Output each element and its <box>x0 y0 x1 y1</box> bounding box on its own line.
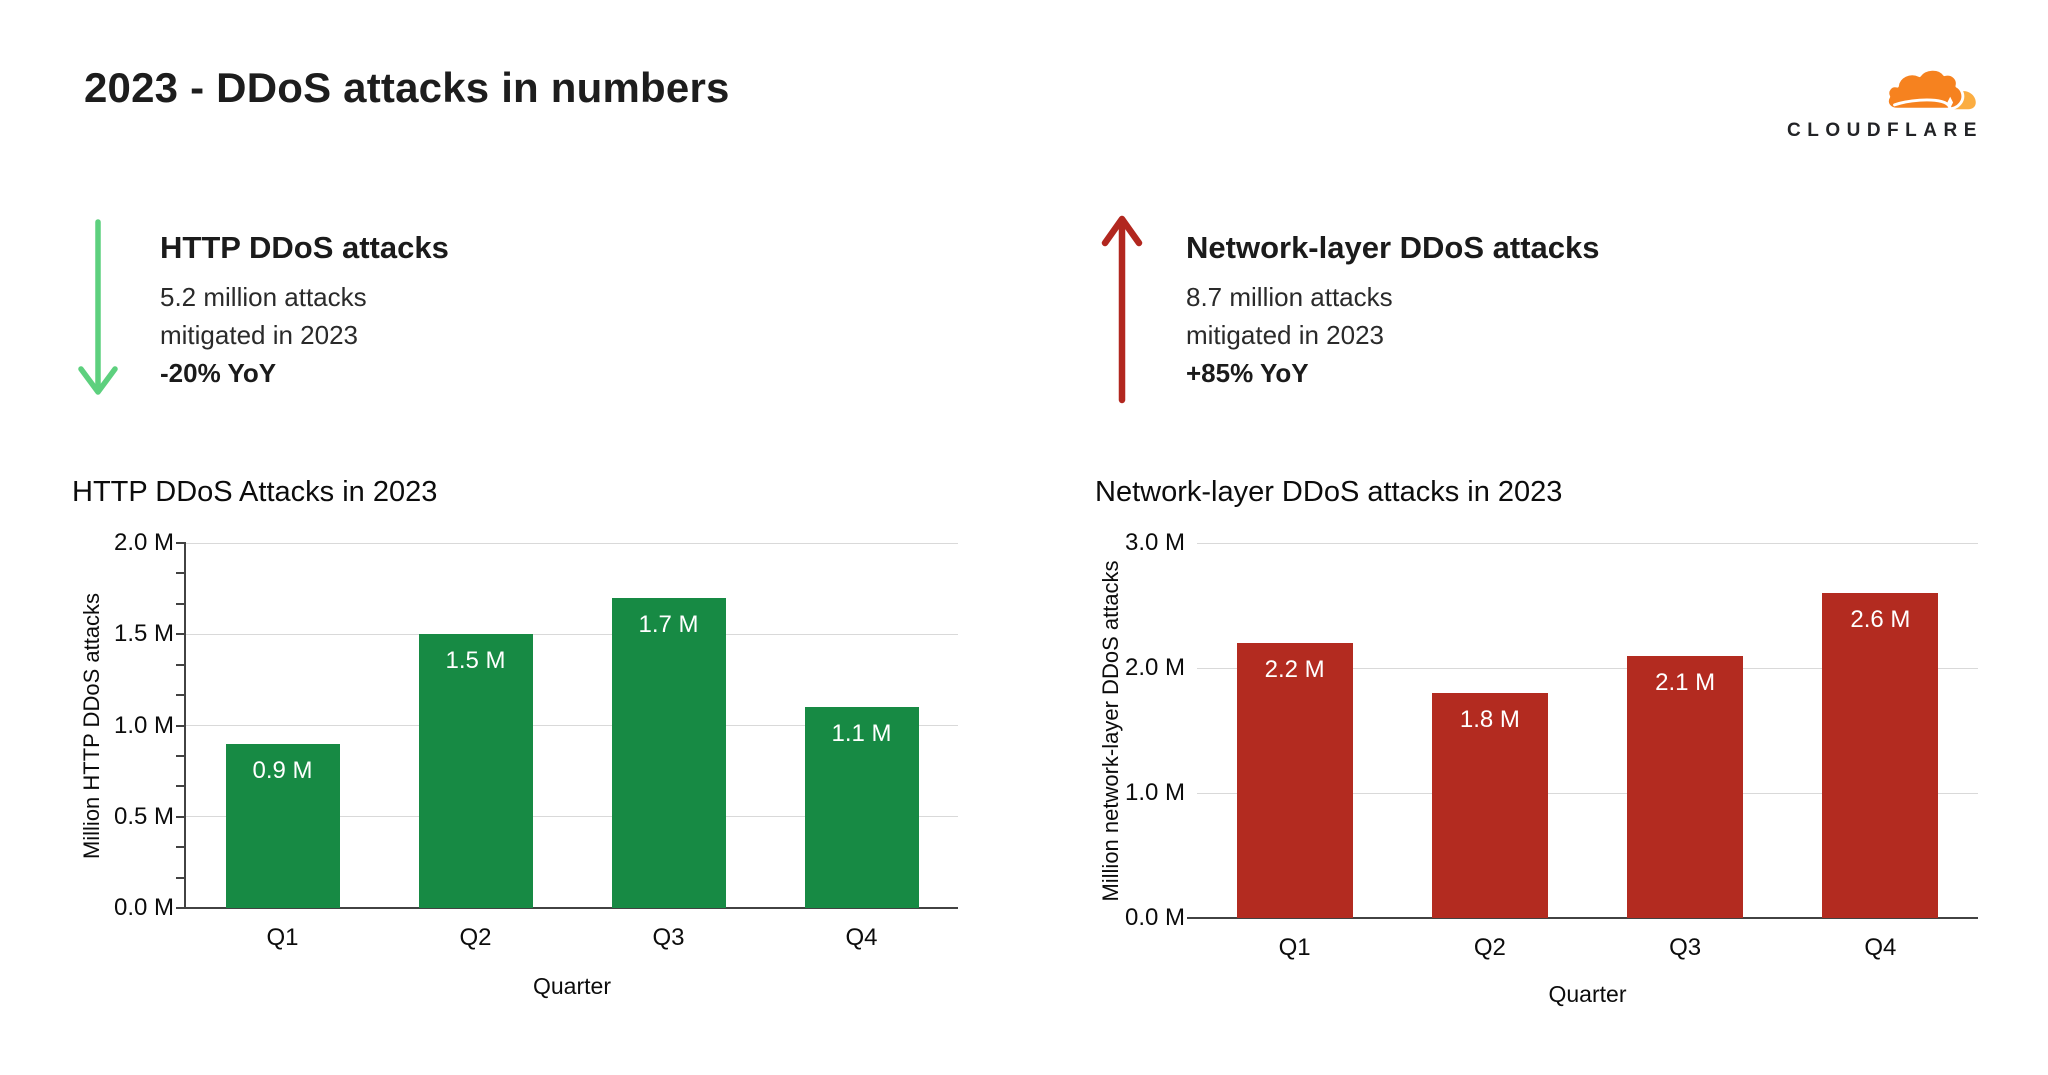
chart-title: HTTP DDoS Attacks in 2023 <box>72 476 438 508</box>
x-tick-label: Q3 <box>652 924 685 951</box>
y-minor-tick <box>176 694 186 697</box>
stat-line-2: mitigated in 2023 <box>1186 320 1385 350</box>
y-major-tick <box>176 815 186 818</box>
bar-q2: 1.8 M <box>1431 693 1548 918</box>
cloudflare-wordmark: CLOUDFLARE <box>1787 120 1983 141</box>
cloud-sparkle <box>1947 96 1954 109</box>
bar-q1: 2.2 M <box>1236 643 1353 918</box>
y-major-tick <box>176 542 186 544</box>
gridline <box>1197 542 1978 544</box>
http-ddos-stat-block: HTTP DDoS attacks 5.2 million attacks mi… <box>76 218 976 418</box>
gridline <box>1197 667 1978 669</box>
stat-text: HTTP DDoS attacks 5.2 million attacks mi… <box>160 230 449 392</box>
x-axis-title: Quarter <box>1548 981 1627 1007</box>
y-tick-label: 2.0 M <box>1124 654 1185 681</box>
stat-yoy-change: +85% YoY <box>1186 358 1309 388</box>
bar-value-label: 0.9 M <box>252 756 313 784</box>
y-tick-label: 1.0 M <box>113 711 174 739</box>
http-ddos-bar-chart: HTTP DDoS Attacks in 2023 Million HTTP D… <box>72 476 1002 1056</box>
plot-area: 0.0 M 0.5 M 1.0 M 1.5 M 2.0 M 0.9 M Q1 1.5 M Q2 1… <box>114 529 958 951</box>
bar-q3: 1.7 M <box>611 597 726 908</box>
y-minor-tick <box>176 846 186 849</box>
x-tick-label: Q2 <box>459 924 492 951</box>
bar-value-label: 2.2 M <box>1264 656 1325 683</box>
y-minor-tick <box>176 602 186 605</box>
y-minor-tick <box>176 572 186 575</box>
x-tick-label: Q2 <box>1473 934 1506 961</box>
y-tick-label: 1.0 M <box>1124 779 1185 806</box>
bar-value-label: 1.7 M <box>638 610 699 638</box>
stat-line-1: 5.2 million attacks <box>160 282 367 312</box>
down-arrow-icon <box>78 219 118 395</box>
bar-q4: 2.6 M <box>1822 593 1939 918</box>
plot-area: 0.0 M 1.0 M 2.0 M 3.0 M 2.2 M Q1 1.8 M Q2 2.1 M Q… <box>1125 529 1978 961</box>
bar-q1: 0.9 M <box>225 743 340 908</box>
gridline <box>186 633 958 635</box>
y-tick-label: 2.0 M <box>113 529 174 556</box>
x-axis-line <box>176 907 958 909</box>
bar-q2: 1.5 M <box>418 634 533 908</box>
chart-title: Network-layer DDoS attacks in 2023 <box>1095 476 1563 508</box>
bar-value-label: 1.5 M <box>445 647 506 675</box>
stat-text: Network-layer DDoS attacks 8.7 million a… <box>1186 230 1600 392</box>
bar-value-label: 2.1 M <box>1655 668 1716 696</box>
cloud-flare-swoosh <box>1893 98 1952 110</box>
y-minor-tick <box>176 663 186 666</box>
stat-heading: Network-layer DDoS attacks <box>1186 230 1600 265</box>
y-minor-tick <box>176 876 186 879</box>
gridline <box>186 725 958 726</box>
y-major-tick <box>176 633 186 636</box>
y-minor-tick <box>176 754 186 757</box>
up-arrow-icon <box>1101 215 1143 404</box>
y-major-tick <box>176 907 186 909</box>
x-axis-title: Quarter <box>533 973 611 999</box>
cloudflare-cloud-icon <box>1885 67 1976 111</box>
page-title: 2023 - DDoS attacks in numbers <box>84 64 730 111</box>
stat-heading: HTTP DDoS attacks <box>160 230 449 265</box>
stat-line-2: mitigated in 2023 <box>160 320 359 350</box>
network-layer-ddos-stat-block: Network-layer DDoS attacks 8.7 million a… <box>1098 210 1998 420</box>
y-tick-label: 3.0 M <box>1124 529 1185 556</box>
cloudflare-logo: CLOUDFLARE <box>1785 50 1990 145</box>
stat-yoy-change: -20% YoY <box>160 358 277 388</box>
gridline <box>186 542 958 544</box>
x-axis-line <box>1187 917 1978 919</box>
x-tick-label: Q4 <box>845 924 878 951</box>
bar-q3: 2.1 M <box>1627 655 1744 918</box>
y-axis-title: Million network-layer DDoS attacks <box>1098 560 1123 902</box>
y-tick-label: 0.0 M <box>113 894 174 921</box>
bar-value-label: 1.1 M <box>831 720 892 748</box>
x-tick-label: Q1 <box>266 924 299 951</box>
cloud-main-part <box>1885 67 1965 111</box>
y-minor-tick <box>176 785 186 788</box>
x-tick-label: Q3 <box>1669 934 1702 961</box>
y-tick-label: 0.5 M <box>113 802 174 830</box>
bar-q4: 1.1 M <box>804 707 919 908</box>
y-axis-line <box>184 543 186 908</box>
gridline <box>1197 792 1978 794</box>
x-tick-label: Q1 <box>1278 934 1311 961</box>
network-layer-ddos-bar-chart: Network-layer DDoS attacks in 2023 Milli… <box>1095 476 2025 1056</box>
y-tick-label: 0.0 M <box>1124 904 1185 931</box>
bar-value-label: 1.8 M <box>1459 706 1520 733</box>
x-tick-label: Q4 <box>1864 934 1897 961</box>
bar-value-label: 2.6 M <box>1850 606 1911 633</box>
y-major-tick <box>176 724 186 727</box>
gridline <box>186 816 958 818</box>
y-tick-label: 1.5 M <box>113 620 174 648</box>
stat-line-1: 8.7 million attacks <box>1186 282 1393 312</box>
